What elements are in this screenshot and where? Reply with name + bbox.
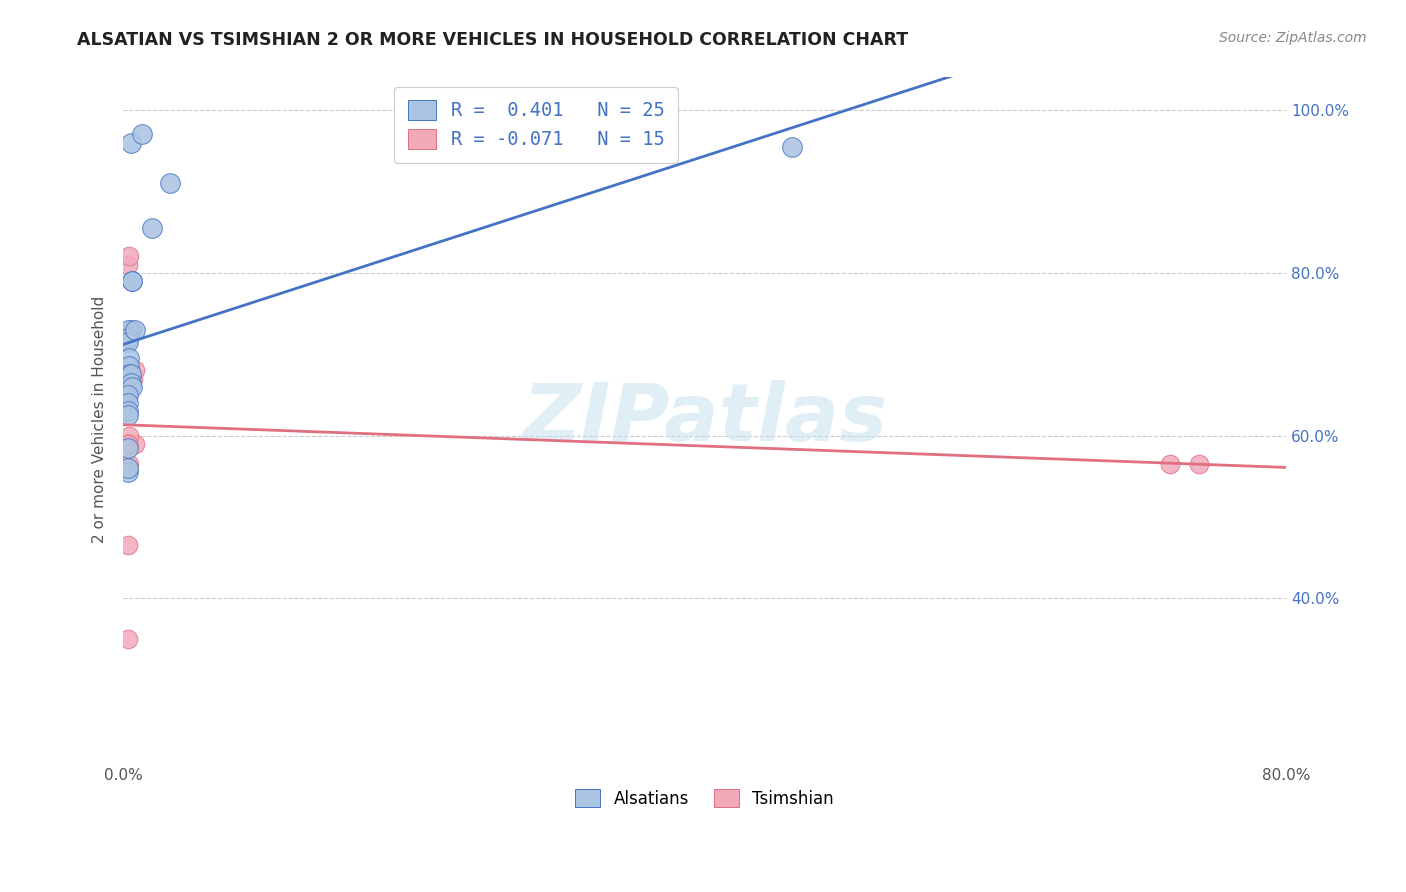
Point <box>120 368 142 382</box>
Point <box>117 461 139 475</box>
Point <box>117 436 139 450</box>
Point <box>121 274 143 288</box>
Point <box>117 441 139 455</box>
Point <box>121 274 143 288</box>
Point <box>117 465 139 479</box>
Point <box>1188 457 1211 471</box>
Point <box>122 371 145 385</box>
Point <box>118 250 141 264</box>
Point <box>120 136 142 150</box>
Point <box>118 428 141 442</box>
Point <box>141 221 163 235</box>
Point <box>118 457 141 471</box>
Point <box>118 351 141 366</box>
Legend: Alsatians, Tsimshian: Alsatians, Tsimshian <box>568 782 841 814</box>
Point <box>117 632 139 646</box>
Point <box>117 388 139 402</box>
Point <box>117 323 139 337</box>
Point <box>117 408 139 422</box>
Text: ZIPatlas: ZIPatlas <box>522 380 887 458</box>
Point <box>117 388 139 402</box>
Point <box>117 396 139 410</box>
Point <box>159 176 181 190</box>
Point <box>124 436 146 450</box>
Point <box>118 368 141 382</box>
Point <box>120 323 142 337</box>
Point <box>117 538 139 552</box>
Text: Source: ZipAtlas.com: Source: ZipAtlas.com <box>1219 31 1367 45</box>
Point <box>117 404 139 418</box>
Point <box>1159 457 1181 471</box>
Point <box>117 436 139 450</box>
Point <box>117 258 139 272</box>
Point <box>118 359 141 374</box>
Point <box>117 436 139 450</box>
Point <box>124 363 146 377</box>
Point <box>780 139 803 153</box>
Y-axis label: 2 or more Vehicles in Household: 2 or more Vehicles in Household <box>93 295 107 543</box>
Point <box>131 128 153 142</box>
Point <box>117 334 139 349</box>
Point <box>121 380 143 394</box>
Point <box>120 376 142 390</box>
Point <box>124 323 146 337</box>
Text: ALSATIAN VS TSIMSHIAN 2 OR MORE VEHICLES IN HOUSEHOLD CORRELATION CHART: ALSATIAN VS TSIMSHIAN 2 OR MORE VEHICLES… <box>77 31 908 49</box>
Point <box>117 331 139 345</box>
